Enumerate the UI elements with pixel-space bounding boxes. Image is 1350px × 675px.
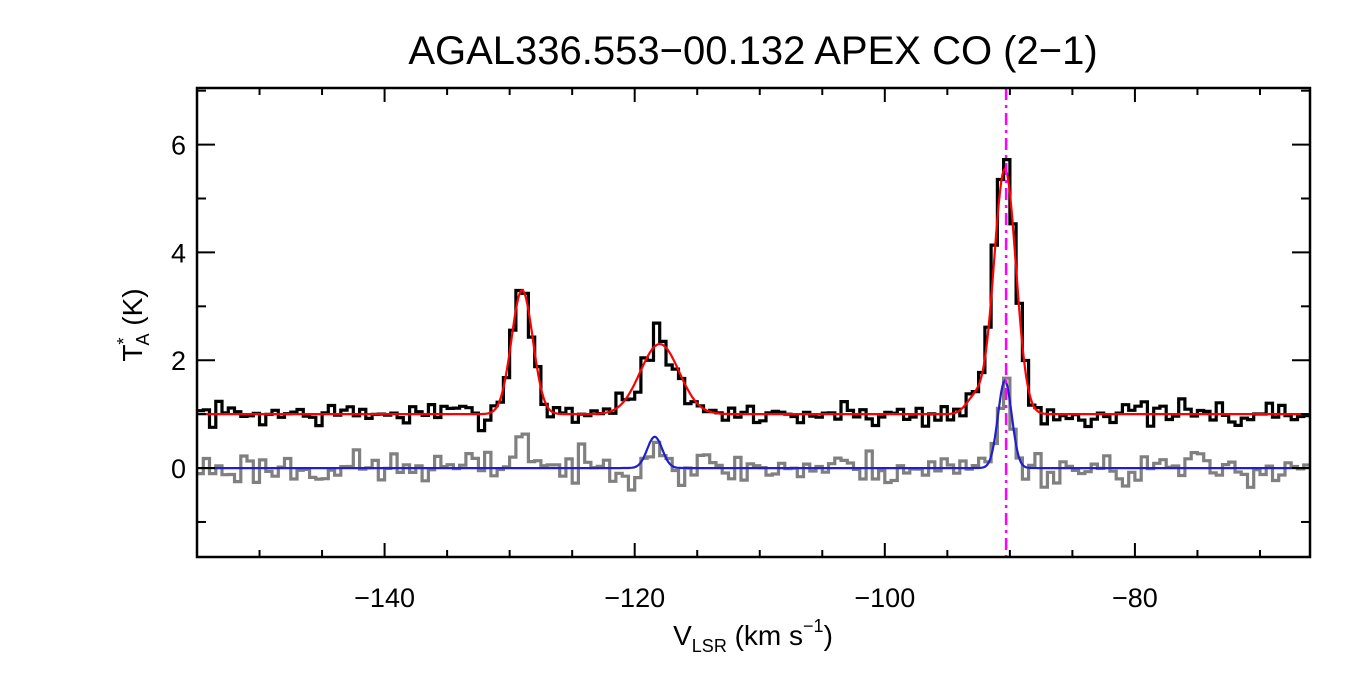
plot-frame	[195, 86, 1312, 559]
plot-series	[197, 88, 1310, 557]
x-tick-label: −140	[354, 583, 415, 613]
series-3	[197, 378, 1310, 470]
chart-title: AGAL336.553−00.132 APEX CO (2−1)	[408, 29, 1097, 73]
y-tick-label: 6	[171, 131, 186, 161]
series-0	[197, 158, 1310, 433]
y-axis-label: T*A (K)	[114, 288, 153, 361]
x-tick-label: −80	[1112, 583, 1158, 613]
y-tick-label: 4	[171, 238, 186, 268]
series-1	[197, 167, 1310, 416]
x-tick-label: −100	[854, 583, 915, 613]
x-tick-label: −120	[604, 583, 665, 613]
series-2	[197, 376, 1310, 492]
y-axis: 0 2 4 6	[171, 89, 1310, 523]
x-axis: −140 −120 −100 −80	[196, 88, 1261, 613]
y-tick-label: 0	[171, 454, 186, 484]
x-axis-label: VLSR (km s−1)	[673, 616, 833, 656]
y-tick-label: 2	[171, 346, 186, 376]
